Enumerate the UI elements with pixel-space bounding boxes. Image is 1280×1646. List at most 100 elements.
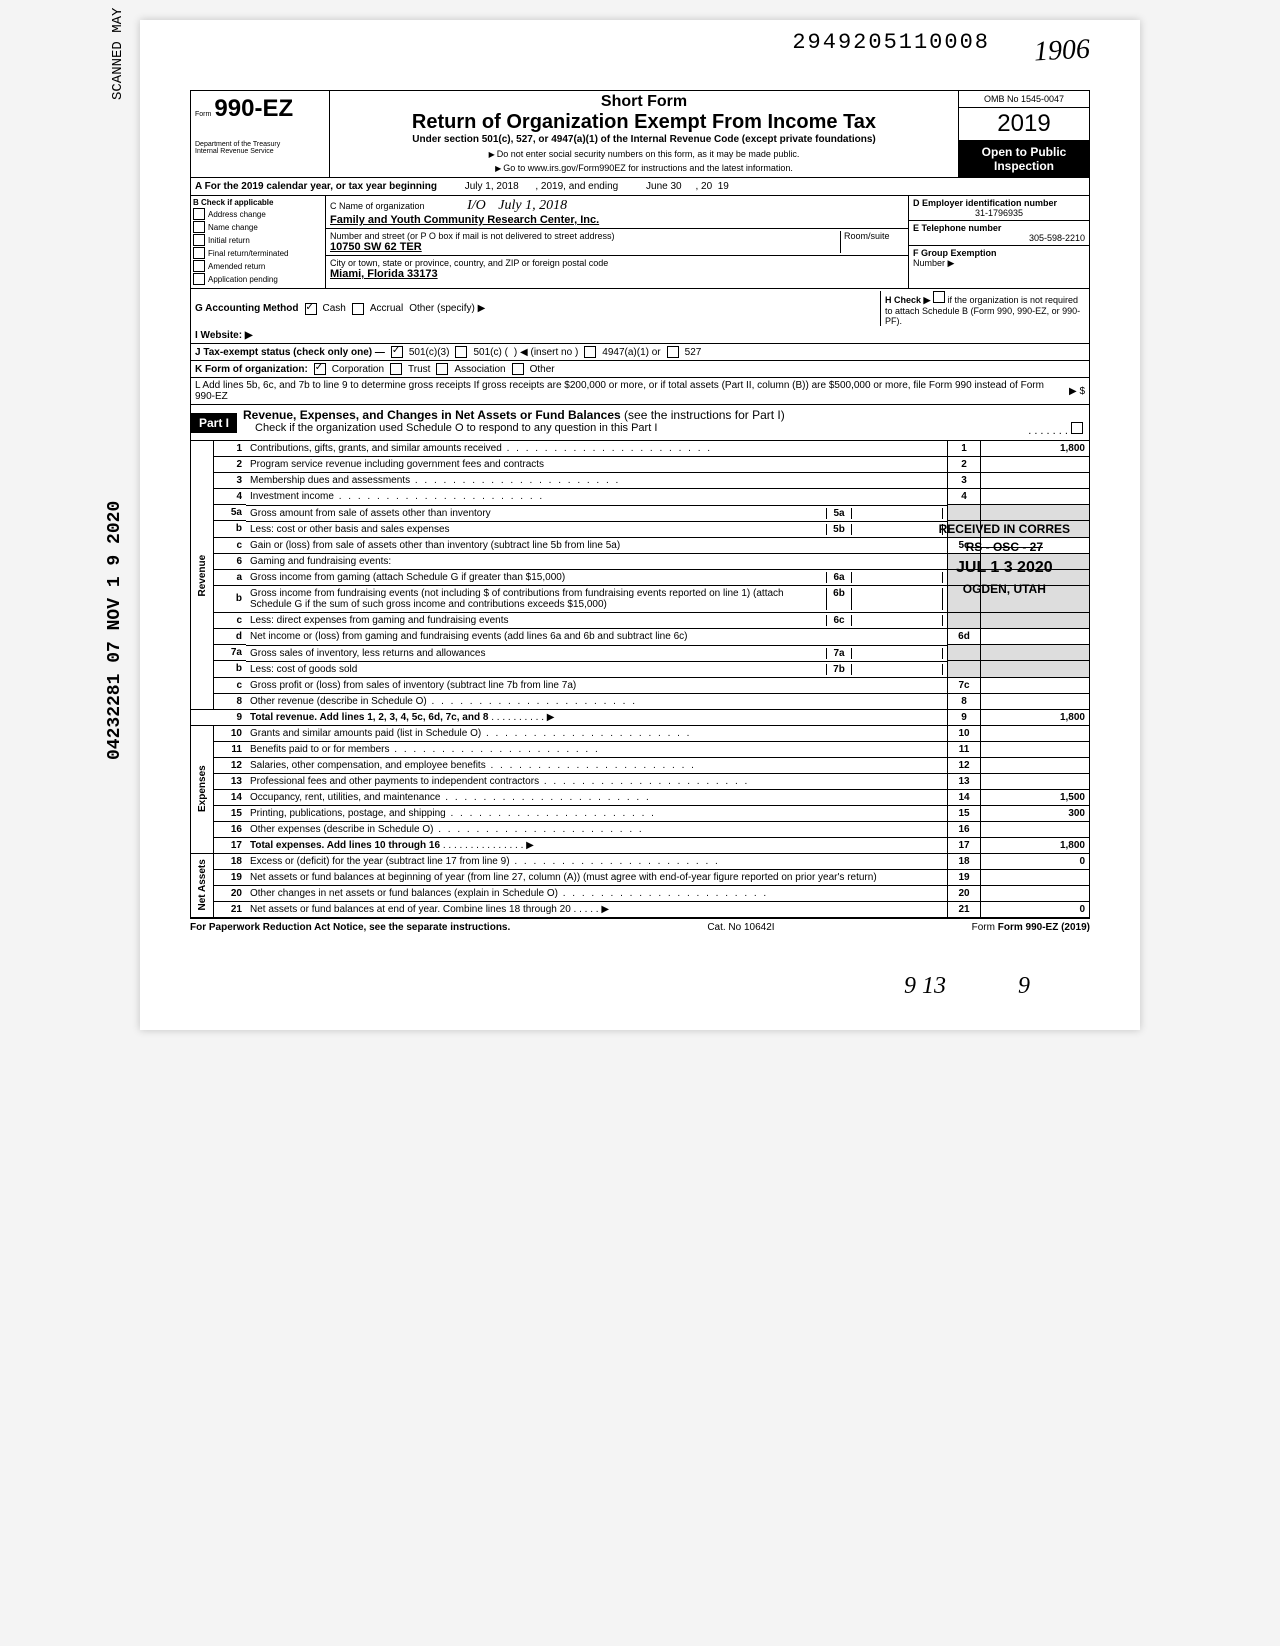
row-j: J Tax-exempt status (check only one) — 5… <box>191 343 1089 360</box>
org-address: 10750 SW 62 TER <box>330 241 422 253</box>
org-name: Family and Youth Community Research Cent… <box>330 214 599 226</box>
cb-trust[interactable] <box>390 363 402 375</box>
line-14-value: 1,500 <box>981 789 1090 805</box>
hw-bottom-1: 9 13 <box>904 973 946 999</box>
line-6d-value <box>981 629 1090 645</box>
row-l-text: L Add lines 5b, 6c, and 7b to line 9 to … <box>195 380 1063 402</box>
line-21-value: 0 <box>981 901 1090 917</box>
line-desc: Net income or (loss) from gaming and fun… <box>250 631 687 642</box>
cb-final-return[interactable] <box>193 247 205 259</box>
line-desc: Total revenue. Add lines 1, 2, 3, 4, 5c,… <box>250 712 488 723</box>
opt-trust: Trust <box>408 364 430 375</box>
footer-catalog: Cat. No 10642I <box>707 922 774 933</box>
instruction-1: Do not enter social security numbers on … <box>332 149 956 159</box>
part1-title: Revenue, Expenses, and Changes in Net As… <box>243 408 621 422</box>
cb-sched-b[interactable] <box>933 291 945 303</box>
line-desc: Net assets or fund balances at beginning… <box>250 872 877 883</box>
org-city: Miami, Florida 33173 <box>330 268 438 280</box>
line-11-value <box>981 741 1090 757</box>
cb-527[interactable] <box>667 346 679 358</box>
opt-other-org: Other <box>530 364 555 375</box>
line-desc: Membership dues and assessments <box>250 475 410 486</box>
tax-year-begin: July 1, 2018 <box>465 181 519 192</box>
row-k-label: K Form of organization: <box>195 364 308 375</box>
irs-label: Internal Revenue Service <box>195 148 325 155</box>
cb-schedule-o[interactable] <box>1071 422 1083 434</box>
scan-number: 2949205110008 <box>792 30 990 55</box>
stamp-line: RECEIVED IN CORRES <box>939 520 1070 538</box>
opt-501c-insert: ) ◀ (insert no ) <box>514 347 578 358</box>
cb-corp[interactable] <box>314 363 326 375</box>
row-a-mid: , 2019, and ending <box>535 181 618 192</box>
row-h-label: H Check ▶ <box>885 295 930 305</box>
phone-label: E Telephone number <box>913 223 1001 233</box>
short-form-label: Short Form <box>332 93 956 111</box>
cb-assoc[interactable] <box>436 363 448 375</box>
stamp-date: JUL 1 3 2020 <box>939 556 1070 580</box>
form-page: 2949205110008 1906 SCANNED MAY 2 6 2021 … <box>140 20 1140 1030</box>
omb-number: OMB No 1545-0047 <box>959 91 1089 108</box>
cb-app-pending[interactable] <box>193 273 205 285</box>
cb-501c3[interactable] <box>391 346 403 358</box>
part1-sub: Check if the organization used Schedule … <box>255 422 657 434</box>
line-desc: Printing, publications, postage, and shi… <box>250 808 446 819</box>
cb-name-change[interactable] <box>193 221 205 233</box>
cash-label: Cash <box>323 303 346 314</box>
row-g: G Accounting Method Cash Accrual Other (… <box>191 288 1089 328</box>
name-label: C Name of organization <box>330 201 425 211</box>
line-desc: Net assets or fund balances at end of ye… <box>250 904 571 915</box>
line-desc: Gross income from gaming (attach Schedul… <box>250 572 826 583</box>
stamp-line: RS - OSC - 27 <box>939 538 1070 556</box>
phone-value: 305-598-2210 <box>913 233 1085 243</box>
tax-year-end-month: June 30 <box>646 181 682 192</box>
line-4-value <box>981 489 1090 505</box>
line-2-value <box>981 457 1090 473</box>
accrual-label: Accrual <box>370 303 403 314</box>
part1-label: Part I <box>191 413 237 433</box>
line-desc: Other changes in net assets or fund bala… <box>250 888 558 899</box>
line-8-value <box>981 693 1090 709</box>
line-15-value: 300 <box>981 805 1090 821</box>
cb-cash[interactable] <box>305 303 317 315</box>
line-3-value <box>981 473 1090 489</box>
line-7c-value <box>981 677 1090 693</box>
cb-initial-return[interactable] <box>193 234 205 246</box>
tax-year: 2019 <box>997 110 1050 138</box>
opt-527: 527 <box>685 347 702 358</box>
col-b: B Check if applicable Address change Nam… <box>191 196 326 288</box>
revenue-section-label: Revenue <box>191 441 214 710</box>
line-desc: Total expenses. Add lines 10 through 16 <box>250 840 440 851</box>
line-desc: Investment income <box>250 491 334 502</box>
line-desc: Less: cost of goods sold <box>250 664 826 675</box>
cb-amended[interactable] <box>193 260 205 272</box>
hw-annotation: I/O <box>467 198 486 214</box>
line-desc: Other expenses (describe in Schedule O) <box>250 824 433 835</box>
cb-accrual[interactable] <box>352 303 364 315</box>
opt-501c3: 501(c)(3) <box>409 347 450 358</box>
line-desc: Gross sales of inventory, less returns a… <box>250 648 826 659</box>
cb-address-change[interactable] <box>193 208 205 220</box>
cb-label: Application pending <box>208 275 278 284</box>
financial-table: Revenue 1Contributions, gifts, grants, a… <box>191 440 1089 917</box>
line-desc: Contributions, gifts, grants, and simila… <box>250 443 502 454</box>
opt-assoc: Association <box>454 364 505 375</box>
cb-other-org[interactable] <box>512 363 524 375</box>
line-18-value: 0 <box>981 853 1090 869</box>
line-12-value <box>981 757 1090 773</box>
line-desc: Excess or (deficit) for the year (subtra… <box>250 856 510 867</box>
tax-year-end-year: 19 <box>718 181 729 192</box>
line-10-value <box>981 725 1090 741</box>
cb-4947[interactable] <box>584 346 596 358</box>
line-desc: Professional fees and other payments to … <box>250 776 539 787</box>
handwritten-year: 1906 <box>1033 34 1091 69</box>
line-desc: Salaries, other compensation, and employ… <box>250 760 486 771</box>
page-footer: For Paperwork Reduction Act Notice, see … <box>190 918 1090 933</box>
form-number: 990-EZ <box>214 95 293 122</box>
line-16-value <box>981 821 1090 837</box>
cb-501c[interactable] <box>455 346 467 358</box>
line-desc: Gaming and fundraising events: <box>246 553 948 569</box>
dln-stamp: 04232281 07 NOV 1 9 2020 <box>105 500 125 759</box>
received-stamp: RECEIVED IN CORRES RS - OSC - 27 JUL 1 3… <box>939 520 1070 598</box>
form-title: Return of Organization Exempt From Incom… <box>332 111 956 134</box>
row-a-label: A For the 2019 calendar year, or tax yea… <box>195 181 437 192</box>
